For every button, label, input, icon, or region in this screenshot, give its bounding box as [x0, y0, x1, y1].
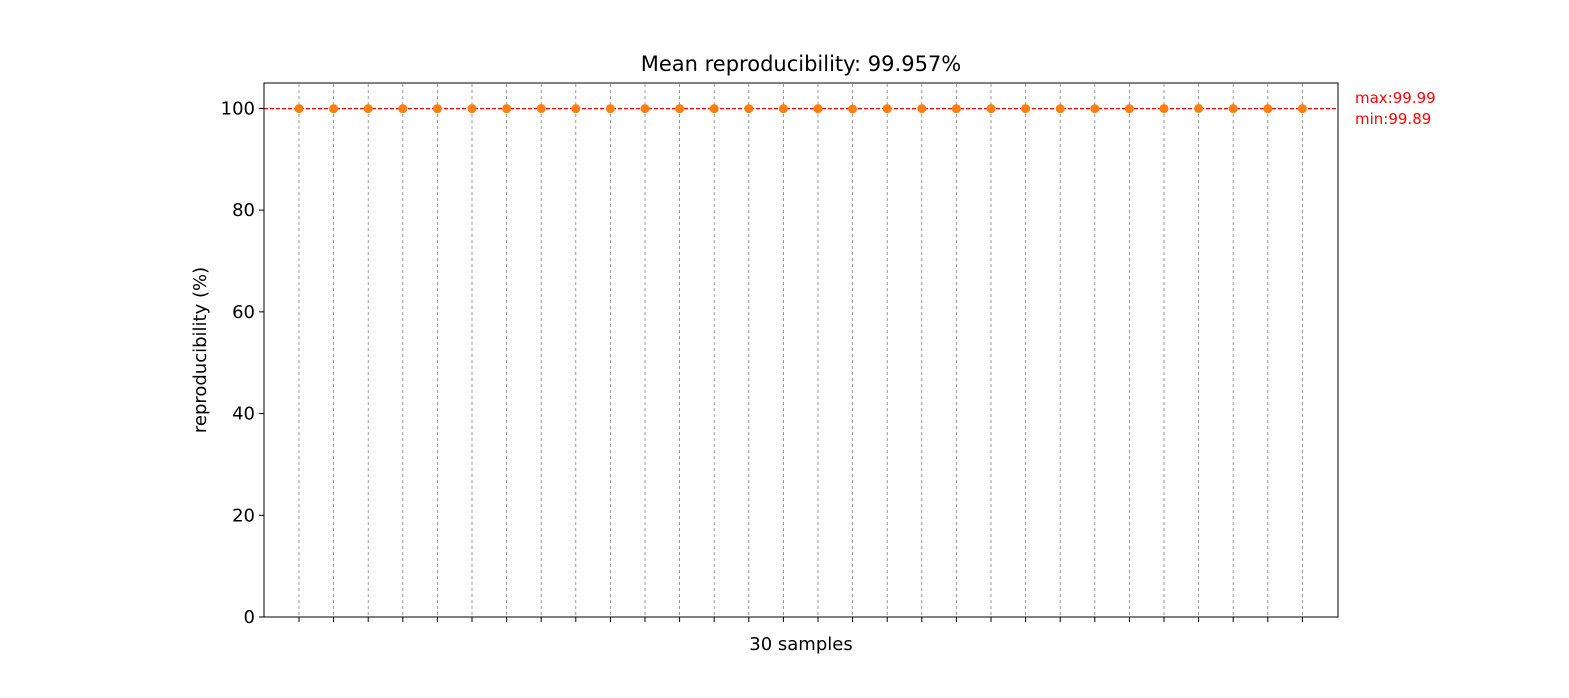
max-annotation: max:99.99 — [1355, 89, 1436, 107]
data-point — [709, 104, 719, 114]
data-point — [1124, 104, 1134, 114]
y-tick-label: 80 — [232, 200, 255, 221]
data-point — [744, 104, 754, 114]
min-annotation: min:99.89 — [1355, 110, 1431, 128]
data-point — [432, 104, 442, 114]
y-tick-label: 100 — [221, 98, 255, 119]
data-point — [1055, 104, 1065, 114]
data-point — [536, 104, 546, 114]
data-point — [882, 104, 892, 114]
data-point — [294, 104, 304, 114]
data-point — [1159, 104, 1169, 114]
data-point — [675, 104, 685, 114]
data-point — [848, 104, 858, 114]
plot-frame — [263, 82, 1339, 618]
data-point — [329, 104, 339, 114]
data-point — [502, 104, 512, 114]
y-tick-label: 20 — [232, 505, 255, 526]
y-tick-label: 60 — [232, 302, 255, 323]
data-point — [1021, 104, 1031, 114]
data-point — [1090, 104, 1100, 114]
chart-title: Mean reproducibility: 99.957% — [641, 52, 962, 76]
data-point — [1297, 104, 1307, 114]
x-axis-label: 30 samples — [749, 634, 852, 655]
data-point — [986, 104, 996, 114]
x-axis — [298, 617, 1303, 622]
data-point — [813, 104, 823, 114]
data-point — [571, 104, 581, 114]
data-point — [951, 104, 961, 114]
data-point — [363, 104, 373, 114]
data-point — [605, 104, 615, 114]
y-tick-label: 40 — [232, 404, 255, 425]
data-point — [1228, 104, 1238, 114]
data-point — [398, 104, 408, 114]
points-layer — [294, 103, 1307, 114]
data-point — [1263, 104, 1273, 114]
y-axis-label: reproducibility (%) — [190, 267, 211, 433]
data-point — [467, 104, 477, 114]
y-axis: 0 20 40 60 80 100 — [221, 98, 264, 628]
grid-layer — [298, 84, 1303, 617]
data-point — [1194, 103, 1204, 113]
y-tick-label: 0 — [244, 607, 255, 628]
data-point — [778, 104, 788, 114]
data-point — [917, 104, 927, 114]
data-point — [640, 104, 650, 114]
